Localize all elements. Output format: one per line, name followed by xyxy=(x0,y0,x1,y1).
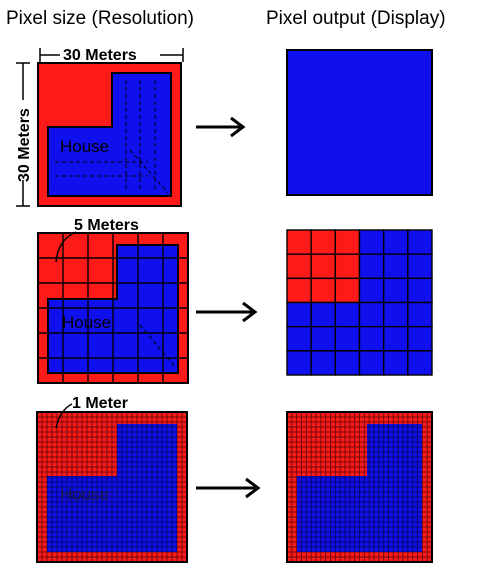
output-cell xyxy=(311,303,335,327)
output-cell xyxy=(360,278,384,302)
output-cell xyxy=(287,254,311,278)
house-label-5m: House xyxy=(62,313,111,332)
header-resolution: Pixel size (Resolution) xyxy=(6,8,194,29)
row-30m: 30 Meters 30 Meters House xyxy=(16,47,432,206)
output-cell xyxy=(311,254,335,278)
output-cell xyxy=(335,230,359,254)
output-cell xyxy=(287,230,311,254)
output-cell xyxy=(335,254,359,278)
output-30m xyxy=(287,50,432,195)
output-cell xyxy=(384,254,408,278)
row-5m: 5 Meters House xyxy=(38,217,432,383)
output-cell xyxy=(311,278,335,302)
house-label-1m: House xyxy=(60,485,109,504)
output-cell xyxy=(287,351,311,375)
output-cell xyxy=(384,327,408,351)
output-cell xyxy=(311,230,335,254)
output-cell xyxy=(311,327,335,351)
output-cell xyxy=(287,278,311,302)
output-cell xyxy=(360,327,384,351)
output-cell xyxy=(360,351,384,375)
output-cell xyxy=(360,230,384,254)
output-cell xyxy=(408,327,432,351)
output-cell xyxy=(287,327,311,351)
output-cell xyxy=(335,351,359,375)
output-cell xyxy=(384,303,408,327)
house-label-30m: House xyxy=(60,137,109,156)
scale-label-1m: 1 Meter xyxy=(72,395,128,412)
side-label-30m: 30 Meters xyxy=(16,108,33,182)
output-cell xyxy=(408,230,432,254)
header-display: Pixel output (Display) xyxy=(266,8,446,29)
output-cell xyxy=(408,254,432,278)
output-cell xyxy=(360,303,384,327)
output-cell xyxy=(408,351,432,375)
output-cell xyxy=(408,278,432,302)
output-cell xyxy=(384,351,408,375)
output-cell xyxy=(335,327,359,351)
scale-label-5m: 5 Meters xyxy=(74,217,139,234)
output-cell xyxy=(384,278,408,302)
output-cell xyxy=(384,230,408,254)
output-cell xyxy=(408,303,432,327)
output-5m xyxy=(287,230,432,375)
output-cell xyxy=(311,351,335,375)
output-cell xyxy=(287,303,311,327)
output-cell xyxy=(335,303,359,327)
output-cell xyxy=(335,278,359,302)
output-cell xyxy=(360,254,384,278)
row-1m: 1 Meter House xyxy=(37,395,432,562)
scale-label-30m: 30 Meters xyxy=(63,47,137,64)
